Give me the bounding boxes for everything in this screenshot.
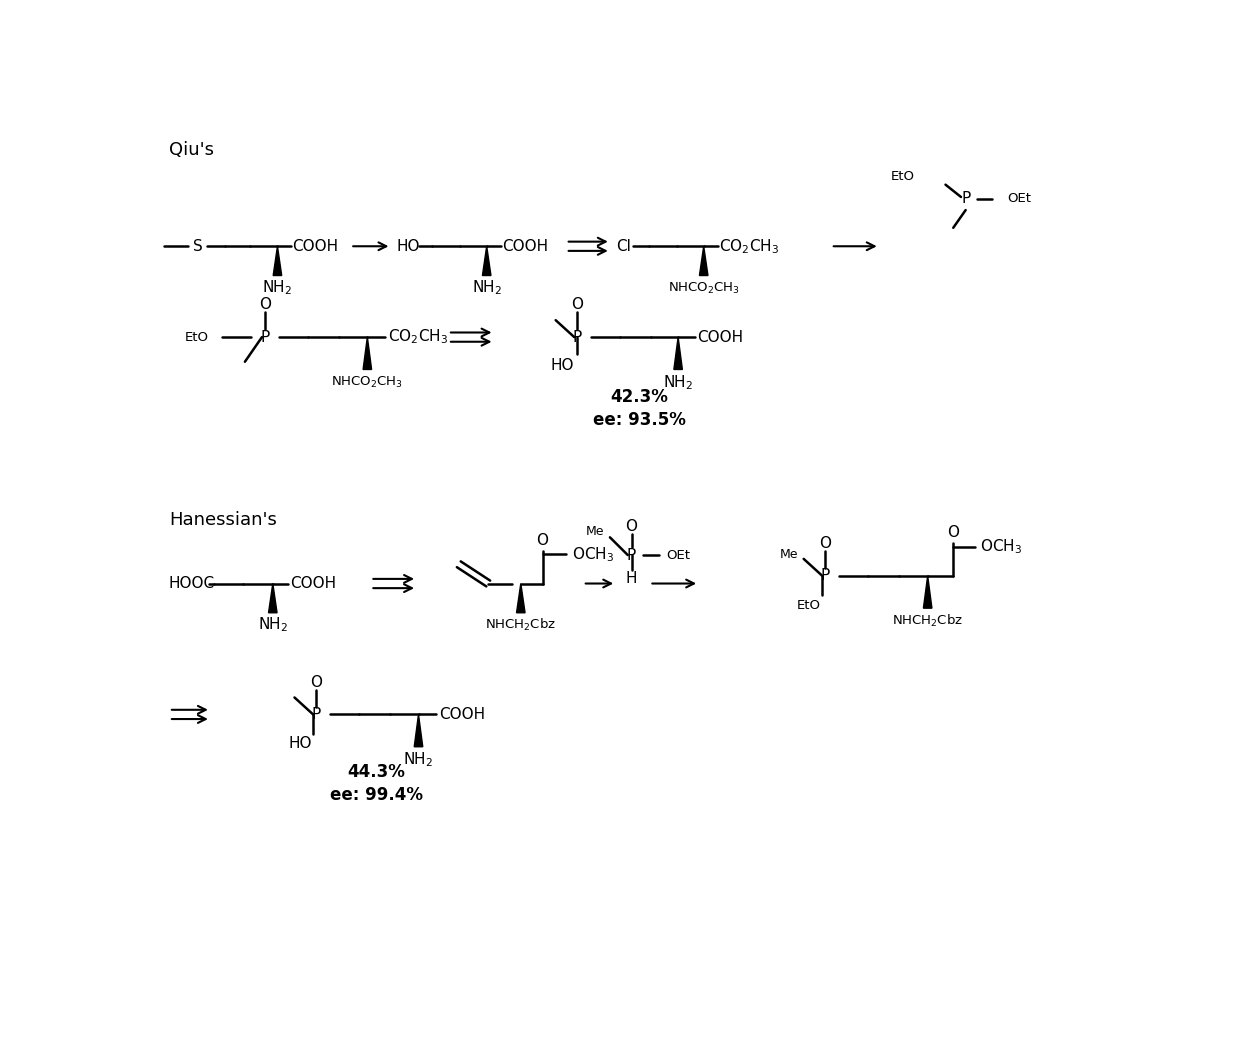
Polygon shape	[414, 714, 423, 747]
Text: Qiu's: Qiu's	[169, 142, 215, 159]
Text: P: P	[260, 330, 269, 345]
Text: OCH$_3$: OCH$_3$	[981, 537, 1023, 555]
Text: 42.3%: 42.3%	[610, 388, 668, 406]
Text: S: S	[192, 238, 202, 253]
Text: 44.3%: 44.3%	[347, 763, 405, 781]
Text: HO: HO	[397, 238, 420, 253]
Text: OEt: OEt	[1007, 192, 1032, 205]
Text: NH$_2$: NH$_2$	[263, 279, 293, 297]
Polygon shape	[273, 246, 281, 276]
Text: P: P	[573, 330, 582, 345]
Text: O: O	[537, 533, 548, 548]
Polygon shape	[363, 337, 372, 369]
Text: O: O	[310, 675, 322, 689]
Text: NHCO$_2$CH$_3$: NHCO$_2$CH$_3$	[331, 375, 403, 390]
Text: NH$_2$: NH$_2$	[403, 750, 434, 769]
Text: H: H	[626, 570, 637, 585]
Text: HO: HO	[288, 736, 311, 751]
Text: COOH: COOH	[502, 238, 548, 253]
Text: EtO: EtO	[797, 599, 821, 612]
Text: P: P	[821, 568, 830, 583]
Text: ee: 99.4%: ee: 99.4%	[330, 786, 423, 804]
Polygon shape	[482, 246, 491, 276]
Text: NH$_2$: NH$_2$	[471, 279, 502, 297]
Text: Cl: Cl	[616, 238, 631, 253]
Text: O: O	[820, 536, 831, 551]
Text: P: P	[627, 548, 636, 563]
Text: NHCO$_2$CH$_3$: NHCO$_2$CH$_3$	[668, 281, 739, 296]
Text: OEt: OEt	[667, 549, 691, 562]
Polygon shape	[269, 583, 277, 613]
Text: P: P	[961, 192, 970, 206]
Polygon shape	[517, 583, 525, 613]
Text: COOH: COOH	[439, 706, 485, 721]
Text: EtO: EtO	[890, 170, 915, 183]
Text: P: P	[311, 706, 321, 721]
Text: EtO: EtO	[185, 331, 210, 344]
Text: NHCH$_2$Cbz: NHCH$_2$Cbz	[485, 617, 557, 633]
Text: HO: HO	[551, 359, 573, 373]
Text: Hanessian's: Hanessian's	[169, 511, 277, 529]
Text: NHCH$_2$Cbz: NHCH$_2$Cbz	[892, 613, 963, 629]
Text: HOOC: HOOC	[169, 576, 215, 591]
Text: OCH$_3$: OCH$_3$	[572, 545, 614, 564]
Text: COOH: COOH	[697, 330, 744, 345]
Text: O: O	[626, 519, 637, 534]
Text: NH$_2$: NH$_2$	[663, 373, 693, 392]
Text: O: O	[947, 526, 960, 541]
Text: COOH: COOH	[293, 238, 339, 253]
Text: Me: Me	[587, 526, 605, 538]
Text: O: O	[259, 297, 272, 312]
Text: COOH: COOH	[290, 576, 336, 591]
Text: CO$_2$CH$_3$: CO$_2$CH$_3$	[719, 237, 780, 255]
Polygon shape	[924, 576, 932, 609]
Polygon shape	[699, 246, 708, 276]
Polygon shape	[673, 337, 682, 369]
Text: ee: 93.5%: ee: 93.5%	[593, 412, 686, 429]
Text: NH$_2$: NH$_2$	[258, 616, 288, 634]
Text: O: O	[572, 297, 583, 312]
Text: CO$_2$CH$_3$: CO$_2$CH$_3$	[387, 328, 448, 347]
Text: Me: Me	[780, 548, 799, 561]
